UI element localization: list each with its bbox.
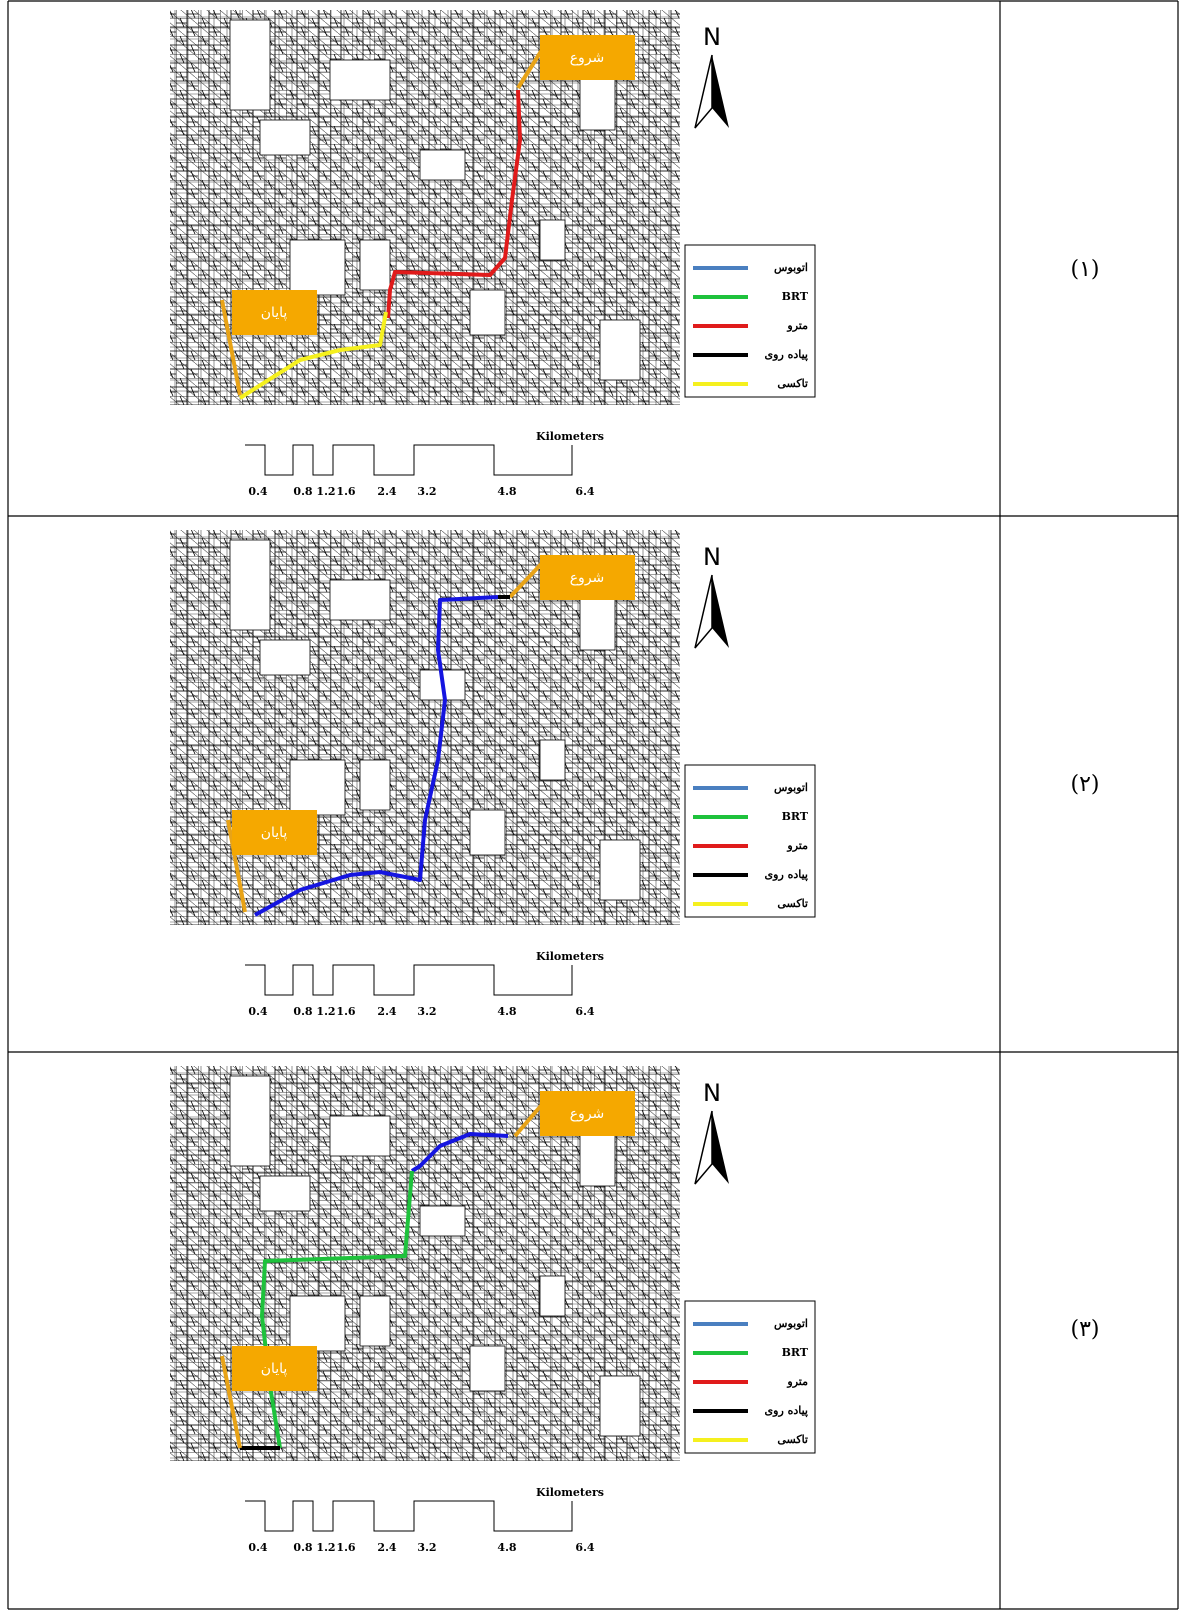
map-block bbox=[260, 640, 310, 675]
north-arrow bbox=[712, 55, 729, 128]
map-block bbox=[470, 810, 505, 855]
map-block bbox=[290, 760, 345, 815]
route-map: شروع پایان N اتوبوس BRT مترو پیاده روی تاکسی Kil… bbox=[170, 1066, 815, 1554]
scale-tick-label: 0.8 bbox=[293, 1541, 312, 1554]
legend-label: تاکسی bbox=[777, 897, 808, 910]
scale-tick-label: 4.8 bbox=[497, 1541, 516, 1554]
north-arrow bbox=[712, 1111, 729, 1184]
scale-bar bbox=[245, 1501, 572, 1531]
scale-tick-label: 1.2 bbox=[316, 485, 335, 498]
legend-label: تاکسی bbox=[777, 1433, 808, 1446]
row-label: (۲) bbox=[1070, 772, 1099, 797]
legend-label: اتوبوس bbox=[774, 1317, 808, 1330]
map-block bbox=[470, 1346, 505, 1391]
north-arrow bbox=[712, 575, 729, 648]
scale-tick-label: 1.6 bbox=[336, 1005, 355, 1018]
map-block bbox=[600, 840, 640, 900]
page: {"table": {"rows": [{"label": "(۱)"}, {"… bbox=[0, 0, 1196, 1610]
map-block bbox=[540, 1276, 565, 1316]
scale-tick-label: 1.2 bbox=[316, 1541, 335, 1554]
end-label: پایان bbox=[261, 305, 288, 321]
north-arrow bbox=[695, 55, 712, 128]
row-label: (۱) bbox=[1070, 257, 1099, 282]
map-block bbox=[290, 240, 345, 295]
legend-label: BRT bbox=[782, 1346, 809, 1359]
map-block bbox=[290, 1296, 345, 1351]
north-arrow bbox=[695, 575, 712, 648]
scale-tick-label: 0.4 bbox=[248, 1541, 267, 1554]
scale-tick-label: 1.6 bbox=[336, 1541, 355, 1554]
legend-label: اتوبوس bbox=[774, 261, 808, 274]
legend-label: مترو bbox=[786, 1375, 808, 1388]
map-block bbox=[600, 1376, 640, 1436]
scale-tick-label: 1.2 bbox=[316, 1005, 335, 1018]
scale-unit: Kilometers bbox=[536, 1486, 604, 1499]
map-block bbox=[260, 1176, 310, 1211]
row-label: (۳) bbox=[1070, 1317, 1099, 1342]
map-block bbox=[230, 20, 270, 110]
map-block bbox=[330, 1116, 390, 1156]
scale-bar bbox=[245, 445, 572, 475]
scale-tick-label: 2.4 bbox=[377, 1005, 396, 1018]
scale-tick-label: 6.4 bbox=[575, 1541, 594, 1554]
map-block bbox=[260, 120, 310, 155]
scale-tick-label: 6.4 bbox=[575, 1005, 594, 1018]
scale-tick-label: 3.2 bbox=[417, 1005, 436, 1018]
scale-tick-label: 3.2 bbox=[417, 485, 436, 498]
legend-label: اتوبوس bbox=[774, 781, 808, 794]
map-block bbox=[470, 290, 505, 335]
map-block bbox=[360, 1296, 390, 1346]
map-block bbox=[330, 60, 390, 100]
route-map: شروع پایان N اتوبوس BRT مترو پیاده روی تاکسی Kil… bbox=[170, 530, 815, 1018]
legend-label: BRT bbox=[782, 810, 809, 823]
scale-tick-label: 4.8 bbox=[497, 485, 516, 498]
north-label: N bbox=[703, 1079, 721, 1107]
scale-tick-label: 4.8 bbox=[497, 1005, 516, 1018]
scale-tick-label: 2.4 bbox=[377, 1541, 396, 1554]
route-map: شروع پایان N اتوبوس BRT مترو پیاده روی تاکسی Kil… bbox=[170, 10, 815, 498]
map-block bbox=[360, 240, 390, 290]
scale-tick-label: 3.2 bbox=[417, 1541, 436, 1554]
north-arrow bbox=[695, 1111, 712, 1184]
scale-tick-label: 0.4 bbox=[248, 1005, 267, 1018]
map-block bbox=[330, 580, 390, 620]
map-block bbox=[420, 1206, 465, 1236]
legend-label: مترو bbox=[786, 839, 808, 852]
map-block bbox=[230, 1076, 270, 1166]
scale-tick-label: 2.4 bbox=[377, 485, 396, 498]
legend-label: مترو bbox=[786, 319, 808, 332]
end-label: پایان bbox=[261, 1361, 288, 1377]
start-label: شروع bbox=[570, 50, 605, 66]
north-label: N bbox=[703, 543, 721, 571]
legend-label: پیاده روی bbox=[765, 348, 808, 361]
legend-label: پیاده روی bbox=[765, 868, 808, 881]
map-block bbox=[360, 760, 390, 810]
end-label: پایان bbox=[261, 825, 288, 841]
map-block bbox=[230, 540, 270, 630]
legend-label: BRT bbox=[782, 290, 809, 303]
north-label: N bbox=[703, 23, 721, 51]
document: (۱) شروع پایان N اتوبوس BRT مترو پیاده روی تاکسی… bbox=[0, 0, 1196, 1610]
scale-tick-label: 6.4 bbox=[575, 485, 594, 498]
scale-tick-label: 0.4 bbox=[248, 485, 267, 498]
map-block bbox=[600, 320, 640, 380]
legend-label: پیاده روی bbox=[765, 1404, 808, 1417]
scale-unit: Kilometers bbox=[536, 950, 604, 963]
scale-unit: Kilometers bbox=[536, 430, 604, 443]
scale-bar bbox=[245, 965, 572, 995]
start-label: شروع bbox=[570, 1106, 605, 1122]
scale-tick-label: 0.8 bbox=[293, 485, 312, 498]
map-block bbox=[540, 740, 565, 780]
start-label: شروع bbox=[570, 570, 605, 586]
map-block bbox=[540, 220, 565, 260]
scale-tick-label: 1.6 bbox=[336, 485, 355, 498]
scale-tick-label: 0.8 bbox=[293, 1005, 312, 1018]
legend-label: تاکسی bbox=[777, 377, 808, 390]
map-block bbox=[420, 150, 465, 180]
